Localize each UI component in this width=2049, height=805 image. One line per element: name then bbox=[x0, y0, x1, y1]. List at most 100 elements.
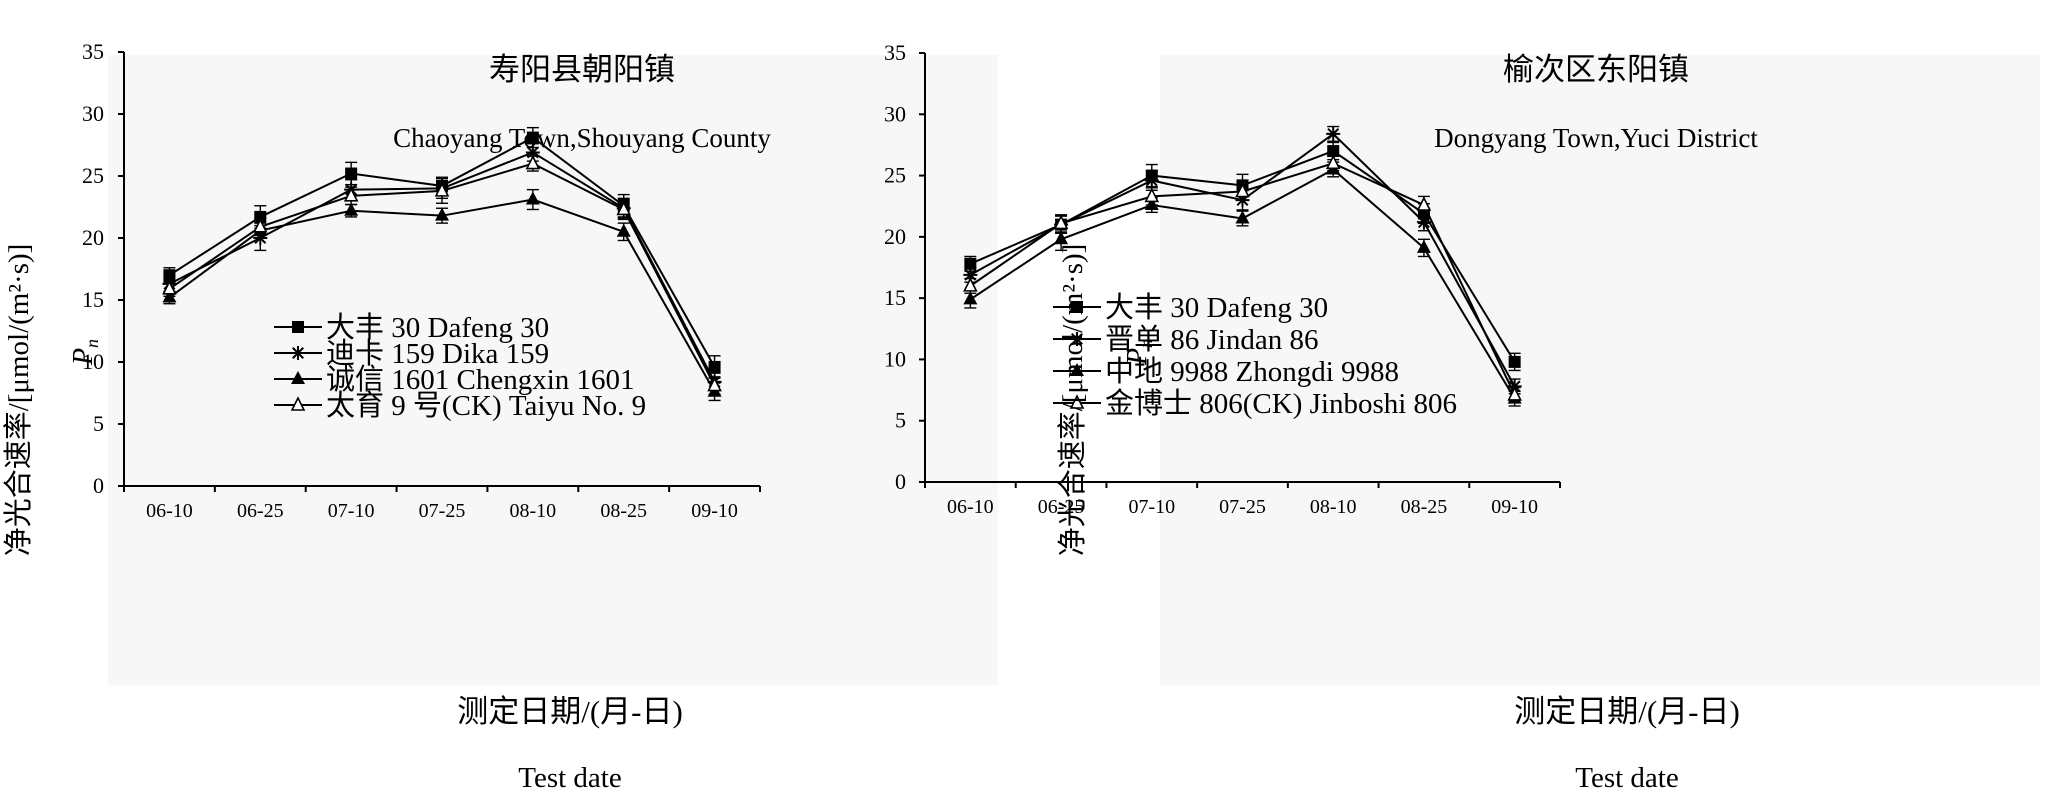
legend-marker bbox=[1070, 332, 1084, 346]
legend-item-1: 大丰 30 Dafeng 30 bbox=[274, 311, 549, 344]
y-axis-symbol: Pn bbox=[1122, 339, 1156, 366]
y-tick-label: 30 bbox=[82, 101, 104, 126]
x-tick-label: 08-25 bbox=[1401, 496, 1448, 518]
data-point bbox=[1235, 182, 1250, 198]
data-point bbox=[343, 187, 359, 202]
data-point bbox=[616, 223, 631, 237]
legend-label: 大丰 30 Dafeng 30 bbox=[1105, 291, 1328, 324]
data-point bbox=[1416, 239, 1431, 253]
y-tick-label: 0 bbox=[93, 473, 104, 498]
chart-title: 榆次区东阳镇 bbox=[1503, 52, 1689, 87]
x-tick-label: 06-10 bbox=[146, 500, 193, 522]
panel-dongyang: 0 5 10 15 20 25 30 35 06-10 06-25 07-10 07-25 08-10… bbox=[884, 40, 2040, 794]
y-axis-label-cn: 净光合速率/[μmol/(m²·s)] bbox=[2, 244, 35, 557]
legend-marker bbox=[290, 396, 306, 411]
legend-marker bbox=[1070, 363, 1084, 376]
data-point bbox=[1326, 126, 1341, 141]
panel-chaoyang: 0 5 10 15 20 25 30 35 06-10 06-25 07-10 07-25 08-10… bbox=[2, 39, 998, 794]
legend-marker bbox=[292, 321, 304, 333]
legend-label: 金博士 806(CK) Jinboshi 806 bbox=[1105, 387, 1457, 420]
y-axis-label: 净光合速率/[μmol/(m²·s)] bbox=[1056, 244, 1089, 557]
series-4 bbox=[963, 154, 1522, 404]
legend-item-4: 金博士 806(CK) Jinboshi 806 bbox=[1053, 387, 1457, 420]
y-tick-label: 25 bbox=[884, 163, 906, 188]
y-tick-label: 15 bbox=[884, 285, 906, 310]
legend-item-4: 太育 9 号(CK) Taiyu No. 9 bbox=[274, 389, 646, 422]
chart-title: 寿阳县朝阳镇 bbox=[489, 52, 675, 87]
x-tick-label: 07-10 bbox=[328, 500, 375, 522]
x-tick-label: 09-10 bbox=[1491, 496, 1538, 518]
legend-label: 诚信 1601 Chengxin 1601 bbox=[326, 363, 635, 396]
x-axis-label-cn: 测定日期/(月-日) bbox=[457, 694, 683, 729]
x-tick-label: 08-10 bbox=[510, 500, 557, 522]
x-ticks: 06-10 06-25 07-10 07-25 08-10 08-25 09-10 bbox=[924, 482, 1561, 518]
x-tick-label: 08-10 bbox=[1310, 496, 1357, 518]
data-point bbox=[1327, 145, 1340, 158]
legend-item-3: 诚信 1601 Chengxin 1601 bbox=[274, 363, 635, 396]
y-tick-label: 35 bbox=[884, 40, 906, 65]
legend-marker bbox=[1069, 394, 1085, 409]
x-ticks: 06-10 06-25 07-10 07-25 08-10 08-25 09-10 bbox=[123, 486, 761, 522]
data-point bbox=[162, 280, 177, 295]
y-axis-label-cn: 净光合速率/[μmol/(m²·s)] bbox=[1056, 244, 1089, 557]
data-point bbox=[1054, 231, 1069, 245]
data-point bbox=[1144, 173, 1159, 188]
y-tick-label: 5 bbox=[895, 408, 906, 433]
y-tick-label: 25 bbox=[82, 163, 104, 188]
x-tick-label: 06-25 bbox=[237, 500, 284, 522]
x-tick-label: 06-25 bbox=[1038, 496, 1085, 518]
legend-marker bbox=[291, 371, 305, 384]
data-point bbox=[708, 360, 721, 373]
y-tick-label: 20 bbox=[82, 225, 104, 250]
plot-background bbox=[108, 55, 998, 685]
legend-label: 太育 9 号(CK) Taiyu No. 9 bbox=[326, 389, 646, 422]
axes bbox=[123, 52, 760, 487]
y-ticks: 0 5 10 15 20 25 30 35 bbox=[82, 39, 124, 498]
chart-subtitle: Dongyang Town,Yuci District bbox=[1434, 123, 1758, 153]
y-axis-symbol-p: P bbox=[68, 348, 99, 366]
chart-subtitle: Chaoyang Town,Shouyang County bbox=[393, 123, 771, 153]
data-point bbox=[1235, 210, 1250, 224]
y-axis-symbol-sub: n bbox=[82, 339, 102, 348]
data-point bbox=[1416, 196, 1432, 211]
legend-label: 大丰 30 Dafeng 30 bbox=[326, 311, 549, 344]
data-point bbox=[707, 376, 722, 392]
y-tick-label: 10 bbox=[884, 346, 906, 371]
data-point bbox=[344, 202, 359, 216]
y-tick-label: 20 bbox=[884, 224, 906, 249]
axes bbox=[924, 53, 1560, 483]
y-tick-label: 10 bbox=[82, 349, 104, 374]
x-axis-label-en: Test date bbox=[1575, 762, 1678, 794]
plot-background bbox=[1160, 55, 2040, 685]
data-point bbox=[254, 210, 267, 223]
x-axis-label-cn: 测定日期/(月-日) bbox=[1514, 694, 1740, 729]
data-point bbox=[525, 191, 540, 205]
legend-item-3: 中地 9988 Zhongdi 9988 bbox=[1053, 355, 1399, 388]
data-point bbox=[525, 154, 541, 170]
series-layer bbox=[963, 125, 1522, 407]
y-tick-label: 35 bbox=[82, 39, 104, 64]
legend-item-2: 迪卡 159 Dika 159 bbox=[274, 337, 549, 370]
legend-label: 中地 9988 Zhongdi 9988 bbox=[1105, 355, 1399, 388]
legend-label: 晋单 86 Jindan 86 bbox=[1105, 323, 1318, 356]
data-point bbox=[345, 167, 358, 180]
legend-marker bbox=[291, 346, 305, 360]
series-layer bbox=[162, 126, 722, 402]
x-tick-label: 09-10 bbox=[691, 500, 738, 522]
y-tick-label: 5 bbox=[93, 411, 104, 436]
data-point bbox=[434, 182, 450, 197]
legend-item-1: 大丰 30 Dafeng 30 bbox=[1053, 291, 1328, 324]
data-point bbox=[963, 277, 978, 292]
data-point bbox=[1144, 187, 1160, 203]
y-axis-symbol-p: P bbox=[1122, 348, 1153, 366]
y-axis-symbol: Pn bbox=[68, 339, 102, 366]
x-tick-label: 07-25 bbox=[1219, 496, 1266, 518]
data-point bbox=[1508, 355, 1521, 368]
data-point bbox=[963, 267, 978, 282]
y-tick-label: 15 bbox=[82, 287, 104, 312]
data-point bbox=[526, 131, 539, 144]
y-ticks: 0 5 10 15 20 25 30 35 bbox=[884, 40, 925, 494]
data-point bbox=[525, 145, 540, 160]
